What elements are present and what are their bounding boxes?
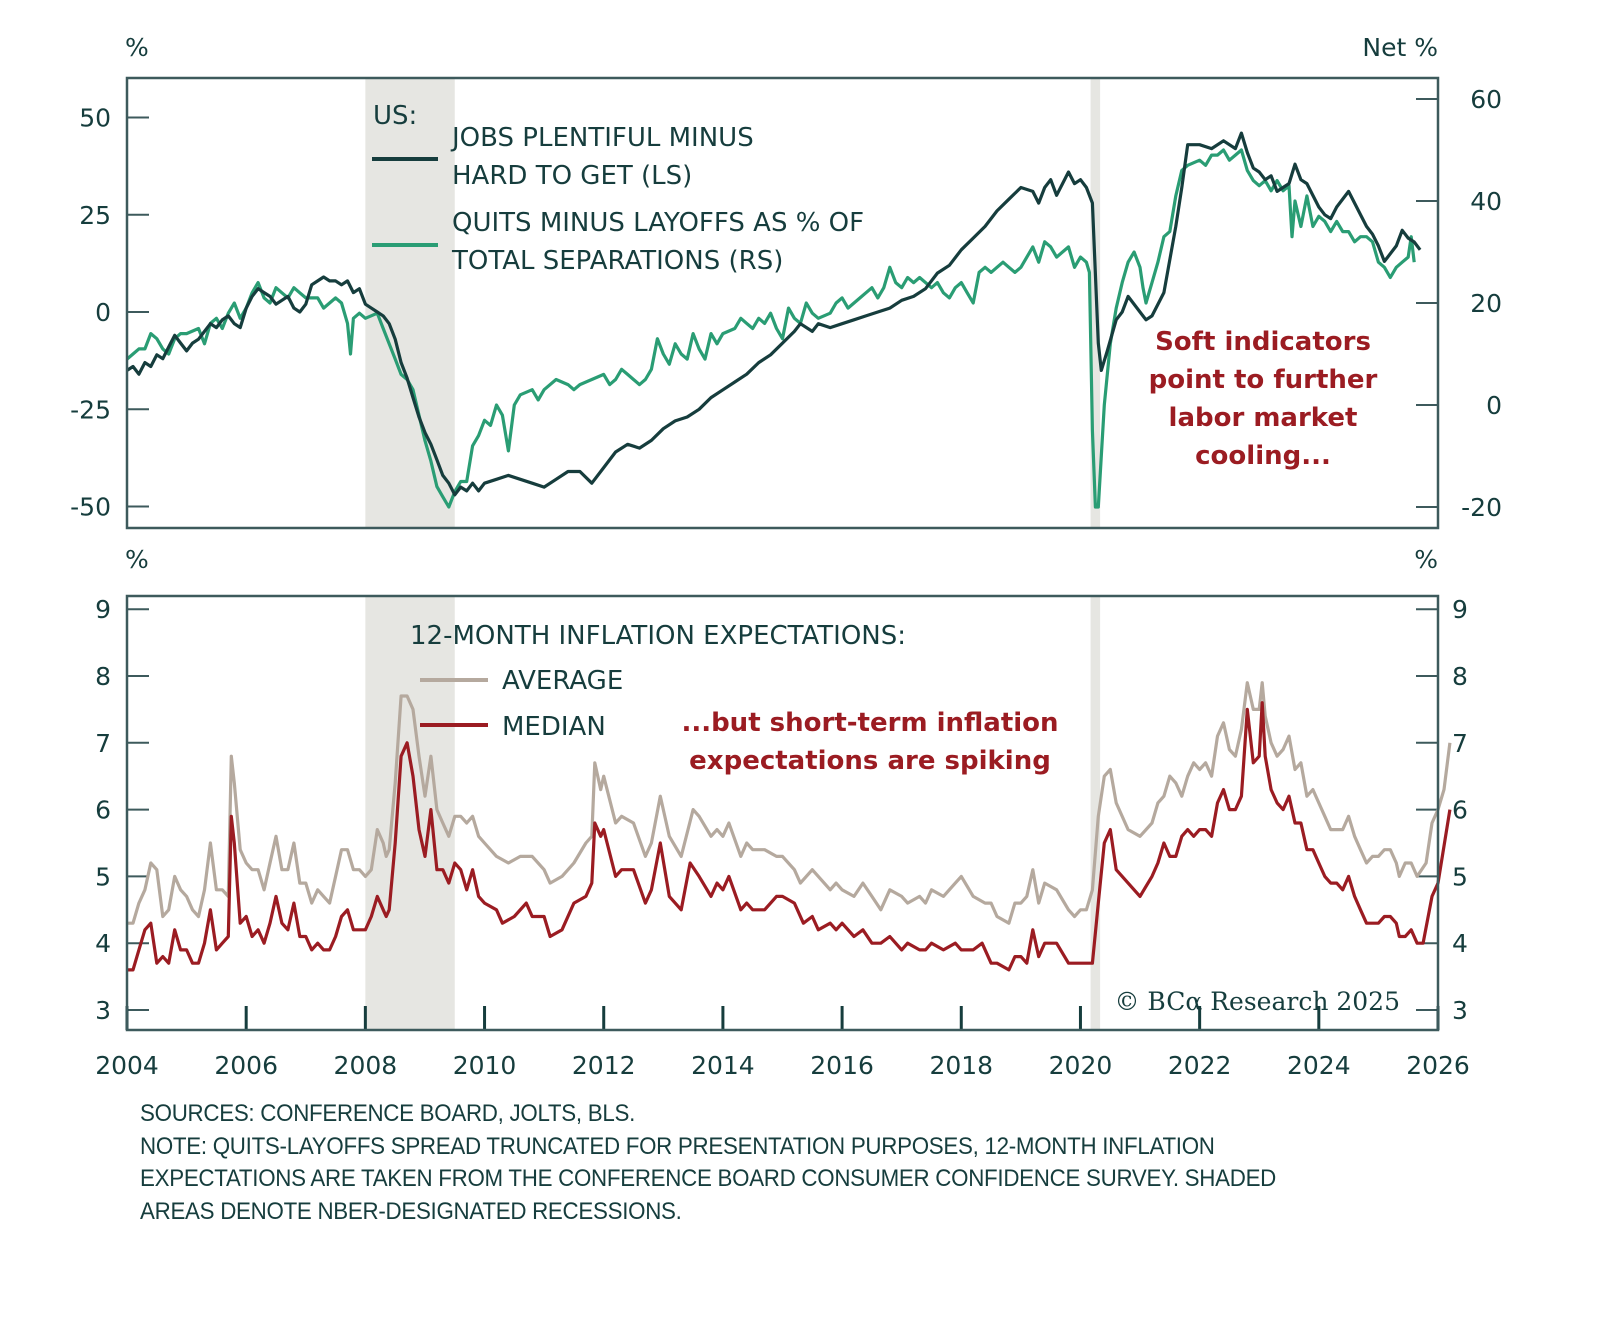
bottom-series	[127, 681, 1452, 972]
top-series	[125, 131, 1422, 509]
x-tick-label: 2026	[1406, 1051, 1470, 1080]
copyright-label: © BCα Research 2025	[1114, 987, 1400, 1016]
y-tick-label-right: -20	[1461, 493, 1502, 522]
top-annotation-line2: point to further	[1149, 365, 1378, 395]
legend-label-jobs-line2: HARD TO GET (LS)	[452, 161, 692, 191]
legend-label-quits-line2: TOTAL SEPARATIONS (RS)	[451, 246, 783, 276]
y-tick-label-left: 3	[95, 996, 111, 1025]
top-left-ticks: 50 25 0 -25 -50	[70, 104, 149, 522]
bottom-annotation-line1: ...but short-term inflation	[681, 708, 1058, 738]
y-tick-label-right: 60	[1470, 85, 1502, 114]
y-tick-label-left: 25	[79, 201, 111, 230]
legend-title-inflation: 12-MONTH INFLATION EXPECTATIONS:	[410, 621, 906, 651]
y-tick-label-right: 20	[1470, 289, 1502, 318]
y-tick-label-left: 9	[95, 595, 111, 624]
y-tick-label-right: 9	[1452, 595, 1468, 624]
footer-note-line3: AREAS DENOTE NBER-DESIGNATED RECESSIONS.	[140, 1197, 682, 1225]
y-tick-label-right: 8	[1452, 662, 1468, 691]
y-tick-label-left: 5	[95, 862, 111, 891]
bottom-y-ticks: 9 9 8 8 7 7 6 6 5 5 4 4 3 3	[95, 595, 1468, 1025]
y-tick-label-right: 7	[1452, 729, 1468, 758]
top-right-ticks: 60 40 20 0 -20	[1416, 85, 1502, 522]
recession-band-bottom	[365, 596, 455, 1030]
y-tick-label-right: 0	[1486, 391, 1502, 420]
x-tick-label: 2018	[929, 1051, 993, 1080]
top-panel: % Net % 50 25 0 -25 -50 60 40 20 0 -20 US: JOBS …	[70, 33, 1502, 530]
legend-label-median: MEDIAN	[502, 712, 606, 742]
top-right-axis-unit: Net %	[1362, 33, 1438, 62]
y-tick-label-left: -25	[70, 395, 111, 424]
bottom-recession-shading	[365, 596, 1101, 1030]
x-tick-label: 2008	[334, 1051, 398, 1080]
bottom-annotation-line2: expectations are spiking	[689, 746, 1051, 776]
y-tick-label-left: 8	[95, 662, 111, 691]
y-tick-label-left: 6	[95, 796, 111, 825]
y-tick-label-right: 3	[1452, 996, 1468, 1025]
x-tick-label: 2020	[1049, 1051, 1113, 1080]
bottom-right-axis-unit: %	[1414, 545, 1438, 574]
series-line-jobs-plentiful	[126, 131, 1422, 497]
x-tick-label: 2014	[691, 1051, 755, 1080]
y-tick-label-left: 0	[95, 298, 111, 327]
bottom-plot-frame	[125, 594, 1440, 1032]
x-tick-label: 2004	[95, 1051, 159, 1080]
legend-label-quits-line1: QUITS MINUS LAYOFFS AS % OF	[452, 208, 864, 238]
top-annotation-line4: cooling...	[1195, 441, 1331, 471]
recession-band-bottom	[1090, 596, 1101, 1030]
top-left-axis-unit: %	[125, 33, 149, 62]
recession-band-top	[365, 78, 455, 528]
legend-label-average: AVERAGE	[502, 666, 623, 696]
y-tick-label-left: -50	[70, 493, 111, 522]
y-tick-label-left: 50	[79, 104, 111, 133]
x-tick-label: 2010	[453, 1051, 517, 1080]
top-plot-frame	[125, 76, 1440, 530]
series-line-quits-minus-layoffs	[125, 148, 1416, 509]
x-axis-ticks: 2004 2006 2008 2010 2012 2014 2016 2018 2020 2022…	[95, 1006, 1470, 1080]
x-tick-label: 2016	[810, 1051, 874, 1080]
footer-note-line2: EXPECTATIONS ARE TAKEN FROM THE CONFEREN…	[140, 1165, 1277, 1192]
footer-notes: SOURCES: CONFERENCE BOARD, JOLTS, BLS. N…	[140, 1098, 1460, 1228]
y-tick-label-right: 5	[1452, 862, 1468, 891]
chart-canvas: % Net % 50 25 0 -25 -50 60 40 20 0 -20 US: JOBS …	[70, 33, 1502, 1080]
bottom-left-axis-unit: %	[125, 545, 149, 574]
bottom-panel: % % 9 98 87 76 65 54 43 3 2004 2006 2008 2010 2012 2…	[95, 545, 1470, 1080]
y-tick-label-right: 6	[1452, 796, 1468, 825]
y-tick-label-left: 4	[95, 929, 111, 958]
footer-note-line1: NOTE: QUITS-LAYOFFS SPREAD TRUNCATED FOR…	[140, 1132, 1215, 1160]
top-annotation-line1: Soft indicators	[1155, 327, 1371, 357]
series-line-average	[127, 681, 1452, 925]
x-tick-label: 2024	[1287, 1051, 1351, 1080]
x-tick-label: 2012	[572, 1051, 636, 1080]
x-tick-label: 2006	[214, 1051, 278, 1080]
top-annotation-line3: labor market	[1169, 403, 1358, 433]
x-tick-label: 2022	[1168, 1051, 1232, 1080]
y-tick-label-right: 4	[1452, 929, 1468, 958]
legend-label-jobs-line1: JOBS PLENTIFUL MINUS	[450, 123, 754, 153]
footer-sources: SOURCES: CONFERENCE BOARD, JOLTS, BLS.	[140, 1100, 636, 1127]
series-line-median	[127, 701, 1452, 972]
y-tick-label-left: 7	[95, 729, 111, 758]
y-tick-label-right: 40	[1470, 187, 1502, 216]
legend-title-us: US:	[373, 101, 417, 131]
